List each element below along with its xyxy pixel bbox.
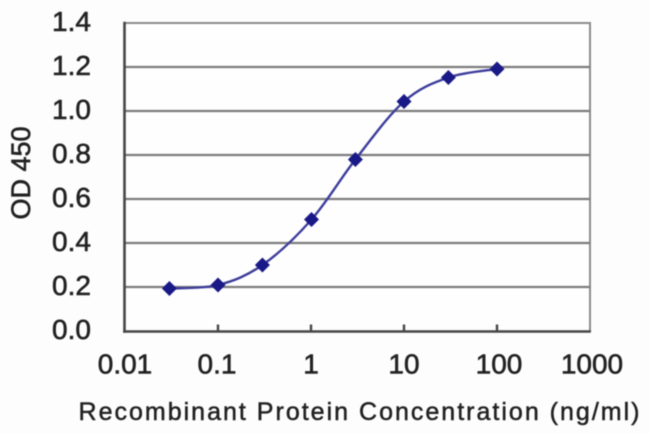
svg-text:1.0: 1.0 bbox=[52, 94, 91, 125]
svg-text:1.4: 1.4 bbox=[52, 6, 91, 37]
svg-text:0.6: 0.6 bbox=[52, 182, 91, 213]
svg-text:10: 10 bbox=[388, 349, 419, 380]
svg-text:0.0: 0.0 bbox=[52, 314, 91, 345]
svg-text:0.2: 0.2 bbox=[52, 270, 91, 301]
svg-text:0.8: 0.8 bbox=[52, 138, 91, 169]
svg-text:OD 450: OD 450 bbox=[6, 126, 36, 219]
svg-text:0.4: 0.4 bbox=[52, 226, 91, 257]
svg-text:Recombinant Protein Concentrat: Recombinant Protein Concentration (ng/ml… bbox=[79, 398, 640, 426]
svg-text:0.01: 0.01 bbox=[98, 349, 153, 380]
svg-text:100: 100 bbox=[476, 349, 523, 380]
svg-text:1: 1 bbox=[303, 349, 319, 380]
svg-text:1.2: 1.2 bbox=[52, 50, 91, 81]
svg-text:0.1: 0.1 bbox=[198, 349, 237, 380]
svg-text:1000: 1000 bbox=[561, 349, 623, 380]
